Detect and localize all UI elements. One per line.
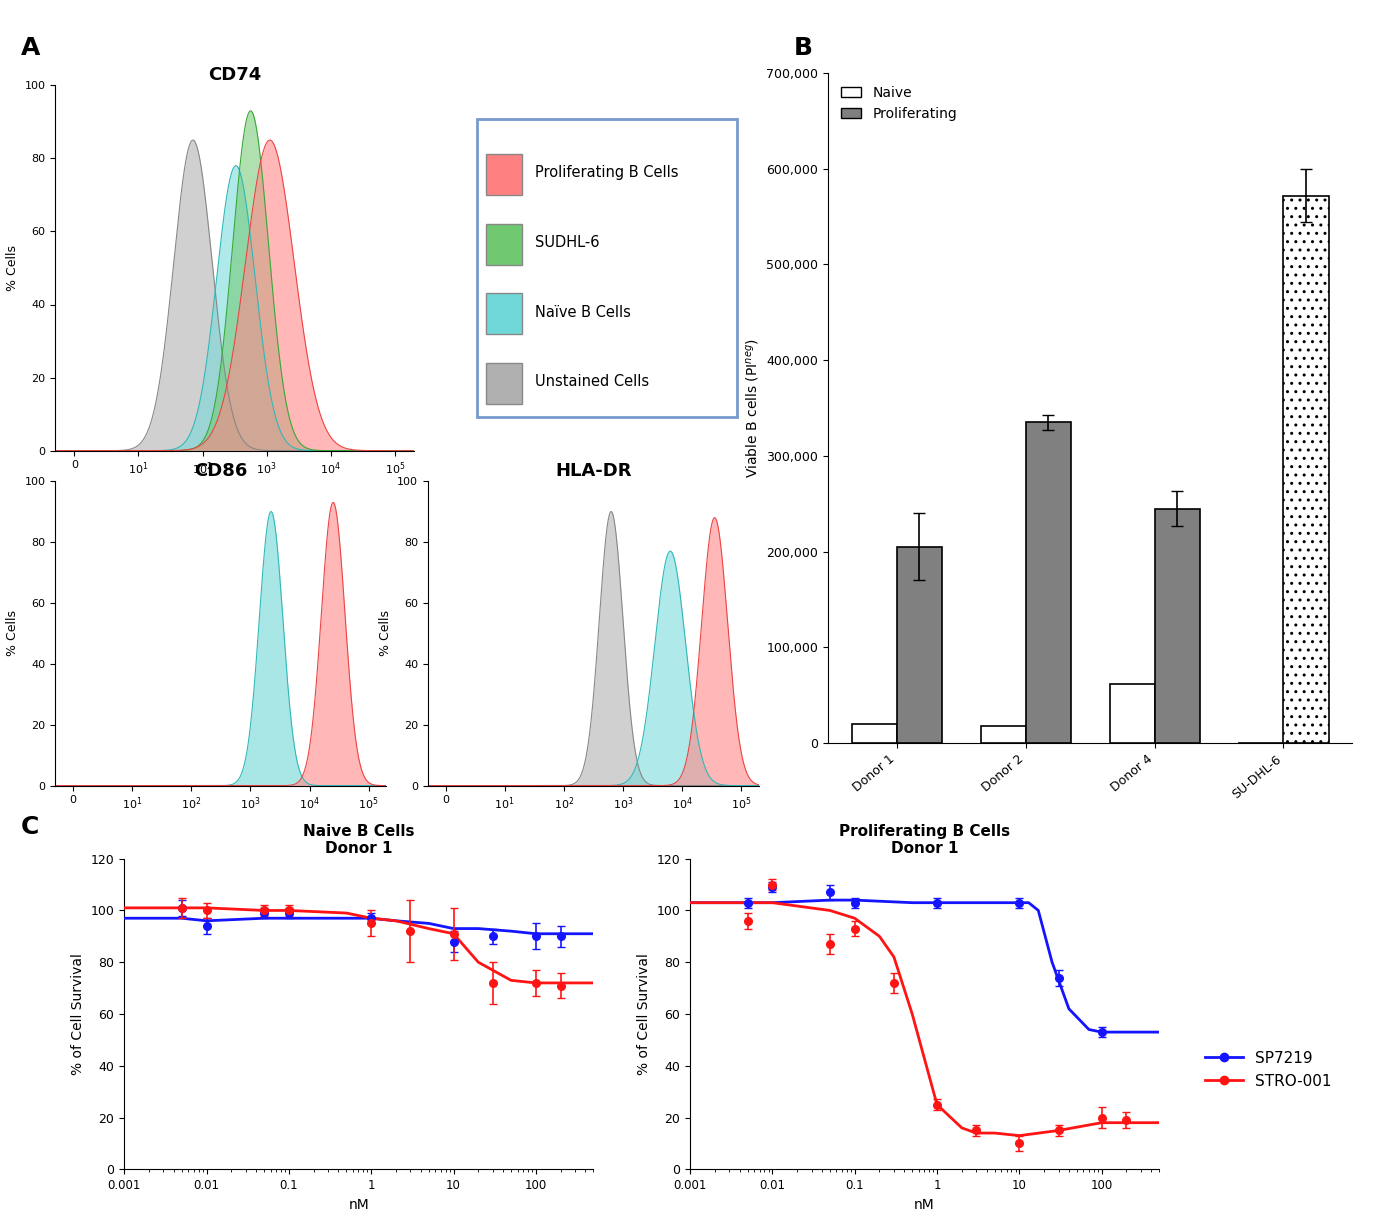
- Text: Naïve B Cells: Naïve B Cells: [535, 304, 631, 320]
- X-axis label: nM: nM: [348, 1197, 370, 1212]
- Bar: [1110, 683, 1155, 743]
- Bar: [1025, 423, 1071, 743]
- Bar: [851, 723, 897, 743]
- Y-axis label: % Cells: % Cells: [6, 610, 19, 657]
- Y-axis label: % Cells: % Cells: [378, 610, 392, 657]
- Legend: SP7219, STRO-001: SP7219, STRO-001: [1199, 1045, 1337, 1095]
- Text: Proliferating B Cells: Proliferating B Cells: [535, 166, 679, 180]
- FancyBboxPatch shape: [486, 224, 522, 264]
- Y-axis label: Viable B cells (PI$^{neg}$): Viable B cells (PI$^{neg}$): [744, 339, 760, 477]
- Y-axis label: % of Cell Survival: % of Cell Survival: [636, 952, 651, 1075]
- Bar: [897, 547, 943, 743]
- Bar: [1283, 196, 1329, 743]
- X-axis label: nM: nM: [914, 1197, 936, 1212]
- FancyBboxPatch shape: [486, 363, 522, 404]
- Text: SUDHL-6: SUDHL-6: [535, 235, 600, 250]
- Title: Proliferating B Cells
Donor 1: Proliferating B Cells Donor 1: [839, 823, 1010, 856]
- Text: Unstained Cells: Unstained Cells: [535, 374, 650, 390]
- Text: A: A: [21, 35, 40, 60]
- Bar: [1155, 508, 1199, 743]
- FancyBboxPatch shape: [486, 153, 522, 195]
- Legend: Naive, Proliferating: Naive, Proliferating: [835, 80, 963, 127]
- Bar: [981, 726, 1025, 743]
- Title: CD86: CD86: [195, 462, 247, 480]
- Text: B: B: [793, 35, 813, 60]
- Title: CD74: CD74: [208, 66, 261, 84]
- Title: Naive B Cells
Donor 1: Naive B Cells Donor 1: [304, 823, 414, 856]
- Y-axis label: % Cells: % Cells: [6, 245, 19, 291]
- FancyBboxPatch shape: [486, 294, 522, 335]
- Text: C: C: [21, 815, 39, 839]
- Y-axis label: % of Cell Survival: % of Cell Survival: [70, 952, 86, 1075]
- Title: HLA-DR: HLA-DR: [555, 462, 632, 480]
